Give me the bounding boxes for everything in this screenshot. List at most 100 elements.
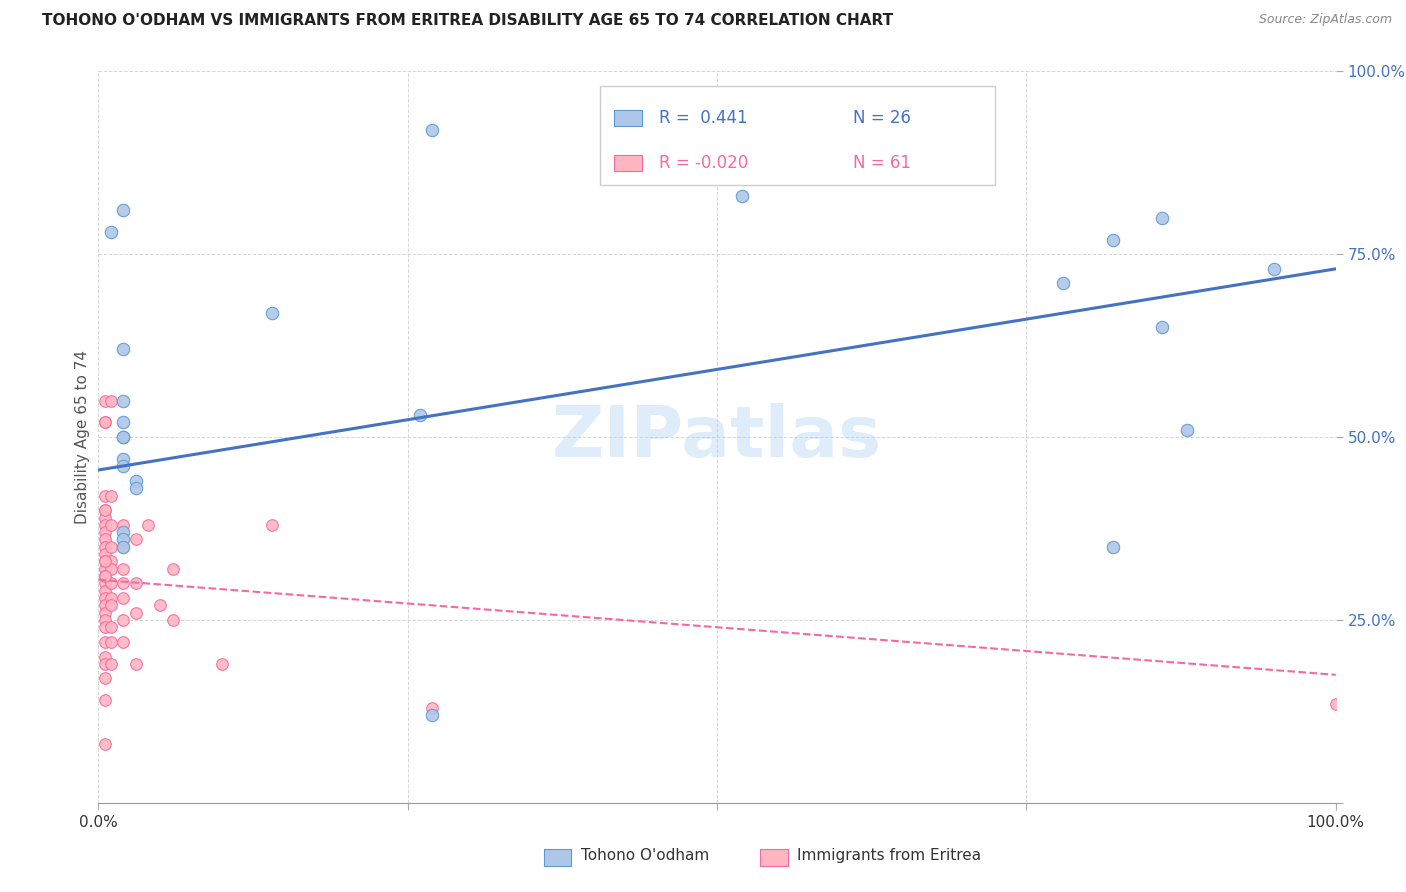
Point xyxy=(93,620,115,634)
Point xyxy=(1102,540,1125,554)
Point xyxy=(93,503,115,517)
Point xyxy=(112,517,135,532)
Point xyxy=(93,693,115,707)
Bar xyxy=(761,849,787,866)
Point xyxy=(1152,320,1174,334)
Point xyxy=(112,525,135,540)
Point xyxy=(1263,261,1285,276)
Point xyxy=(93,533,115,547)
Point xyxy=(112,430,135,444)
Point xyxy=(100,576,122,591)
Point xyxy=(112,452,135,467)
Text: ZIPatlas: ZIPatlas xyxy=(553,402,882,472)
Point xyxy=(93,635,115,649)
Text: N = 26: N = 26 xyxy=(853,109,911,127)
Point xyxy=(93,510,115,524)
Point xyxy=(93,525,115,540)
Point xyxy=(93,569,115,583)
Point xyxy=(1052,277,1074,291)
Point xyxy=(100,635,122,649)
Point xyxy=(124,576,146,591)
Point xyxy=(422,700,444,714)
Point xyxy=(100,620,122,634)
Point xyxy=(1102,233,1125,247)
Point xyxy=(93,657,115,671)
Point xyxy=(112,416,135,430)
Point xyxy=(100,554,122,568)
Point xyxy=(100,657,122,671)
Point xyxy=(112,343,135,357)
Point xyxy=(211,657,233,671)
Point xyxy=(93,503,115,517)
Text: Source: ZipAtlas.com: Source: ZipAtlas.com xyxy=(1258,13,1392,27)
Point xyxy=(162,613,184,627)
Point xyxy=(100,225,122,239)
Point xyxy=(93,569,115,583)
Point xyxy=(93,583,115,598)
Point xyxy=(112,459,135,474)
Text: R = -0.020: R = -0.020 xyxy=(659,154,748,172)
Point xyxy=(162,562,184,576)
Point xyxy=(422,708,444,723)
Point xyxy=(93,489,115,503)
Point xyxy=(100,517,122,532)
Point xyxy=(93,562,115,576)
Bar xyxy=(614,110,641,126)
FancyBboxPatch shape xyxy=(599,86,995,185)
Point xyxy=(93,613,115,627)
Point xyxy=(93,576,115,591)
Point xyxy=(112,540,135,554)
Point xyxy=(93,554,115,568)
Point xyxy=(1175,423,1198,437)
Point xyxy=(100,599,122,613)
Point xyxy=(93,393,115,408)
Point xyxy=(93,540,115,554)
Point xyxy=(100,489,122,503)
Y-axis label: Disability Age 65 to 74: Disability Age 65 to 74 xyxy=(75,350,90,524)
Point xyxy=(136,517,159,532)
Point xyxy=(112,533,135,547)
Point xyxy=(93,416,115,430)
Point xyxy=(124,474,146,488)
Point xyxy=(93,606,115,620)
Text: Tohono O'odham: Tohono O'odham xyxy=(581,848,709,863)
Text: Immigrants from Eritrea: Immigrants from Eritrea xyxy=(797,848,981,863)
Point xyxy=(1324,697,1347,711)
Text: R =  0.441: R = 0.441 xyxy=(659,109,748,127)
Point xyxy=(112,613,135,627)
Point xyxy=(124,657,146,671)
Point xyxy=(93,517,115,532)
Point xyxy=(112,591,135,605)
Point xyxy=(260,306,283,320)
Point xyxy=(100,562,122,576)
Text: N = 61: N = 61 xyxy=(853,154,911,172)
Point xyxy=(422,123,444,137)
Point xyxy=(93,737,115,751)
Point xyxy=(100,540,122,554)
Point xyxy=(93,672,115,686)
Text: TOHONO O'ODHAM VS IMMIGRANTS FROM ERITREA DISABILITY AGE 65 TO 74 CORRELATION CH: TOHONO O'ODHAM VS IMMIGRANTS FROM ERITRE… xyxy=(42,13,893,29)
Point xyxy=(124,481,146,495)
Point xyxy=(260,517,283,532)
Point xyxy=(112,576,135,591)
Bar xyxy=(544,849,571,866)
Point xyxy=(100,393,122,408)
Point xyxy=(112,540,135,554)
Point xyxy=(124,533,146,547)
Point xyxy=(149,599,172,613)
Point xyxy=(100,591,122,605)
Point xyxy=(93,554,115,568)
Point xyxy=(93,547,115,561)
Point xyxy=(112,203,135,218)
Point xyxy=(93,591,115,605)
Point xyxy=(1152,211,1174,225)
Point xyxy=(93,599,115,613)
Point xyxy=(112,430,135,444)
Point xyxy=(112,393,135,408)
Point xyxy=(93,649,115,664)
Bar xyxy=(614,155,641,171)
Point xyxy=(112,562,135,576)
Point xyxy=(93,416,115,430)
Point xyxy=(731,188,754,202)
Point xyxy=(124,606,146,620)
